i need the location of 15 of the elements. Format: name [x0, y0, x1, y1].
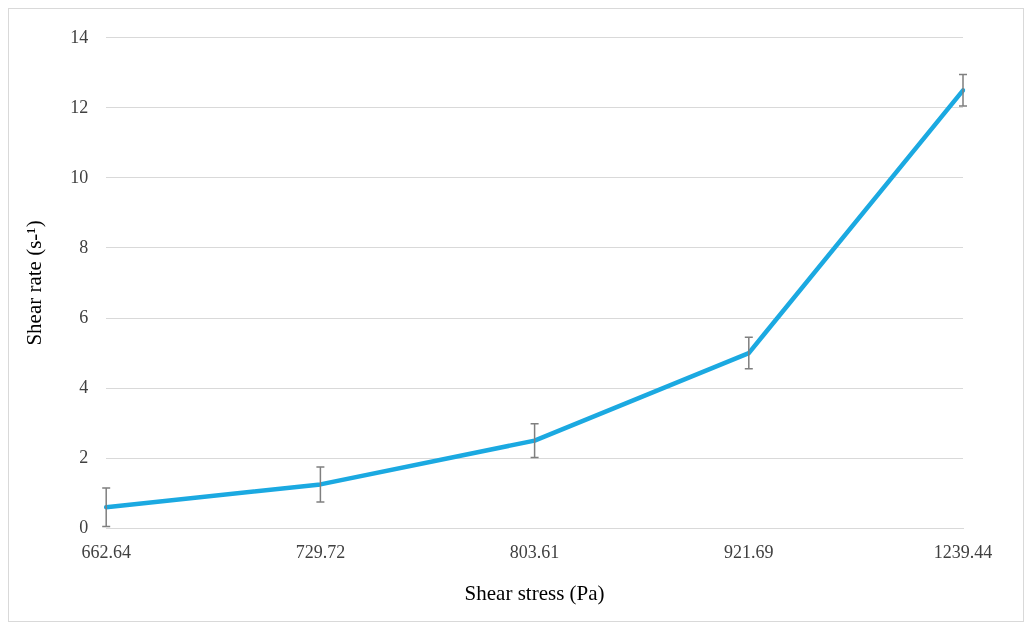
y-tick-label: 0 — [79, 516, 89, 537]
y-tick-label: 8 — [79, 236, 89, 257]
x-tick-label: 1239.44 — [933, 541, 993, 562]
x-tick-label: 662.64 — [81, 541, 131, 562]
y-tick-label: 2 — [79, 446, 89, 467]
y-axis-title: Shear rate (s-¹) — [22, 220, 47, 346]
x-tick-label: 729.72 — [295, 541, 346, 562]
y-tick-label: 4 — [79, 376, 89, 397]
x-tick-label: 803.61 — [509, 541, 560, 562]
y-tick-label: 14 — [70, 26, 89, 47]
x-tick-label: 921.69 — [724, 541, 774, 562]
y-tick-label: 10 — [70, 166, 89, 187]
y-tick-label: 6 — [79, 306, 89, 327]
y-tick-label: 12 — [70, 96, 89, 117]
x-axis-title: Shear stress (Pa) — [464, 580, 605, 605]
